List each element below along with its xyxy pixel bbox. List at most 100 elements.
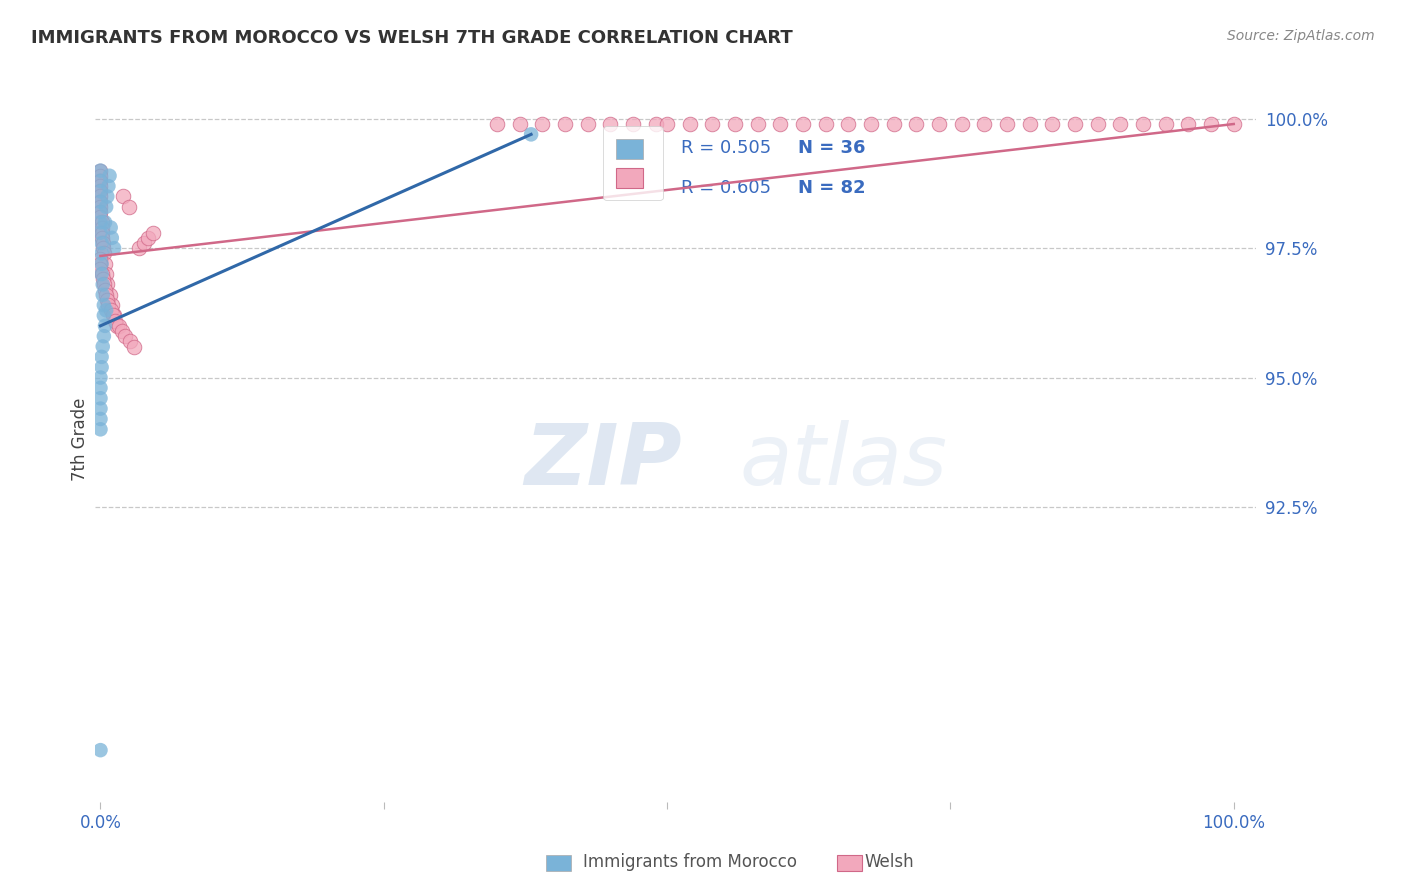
Point: [90, 257, 112, 271]
Point: [89, 226, 111, 240]
Point: [96, 293, 118, 307]
Point: [90, 235, 112, 250]
Point: [96, 189, 118, 203]
Point: [89, 189, 111, 203]
Point: [93, 309, 115, 323]
Text: IMMIGRANTS FROM MOROCCO VS WELSH 7TH GRADE CORRELATION CHART: IMMIGRANTS FROM MOROCCO VS WELSH 7TH GRA…: [31, 29, 793, 46]
Point: [89, 163, 111, 178]
Point: [104, 313, 127, 327]
Point: [509, 117, 531, 131]
Point: [100, 303, 122, 318]
Point: [96, 277, 118, 292]
Point: [90, 226, 112, 240]
Point: [91, 277, 114, 292]
Point: [89, 252, 111, 266]
Point: [89, 179, 111, 194]
Point: [94, 318, 117, 333]
Point: [928, 117, 950, 131]
Point: [93, 246, 115, 260]
Point: [89, 194, 111, 209]
Point: [89, 174, 111, 188]
Point: [905, 117, 928, 131]
Point: [486, 117, 509, 131]
Point: [679, 117, 702, 131]
Y-axis label: 7th Grade: 7th Grade: [72, 398, 89, 482]
Point: [94, 267, 117, 281]
Point: [89, 412, 111, 426]
Legend: , : ,: [603, 127, 662, 201]
Point: [101, 231, 124, 245]
Point: [1064, 117, 1087, 131]
Point: [91, 339, 114, 353]
Point: [644, 117, 666, 131]
Point: [860, 117, 883, 131]
Point: [90, 360, 112, 375]
Point: [98, 287, 121, 301]
Point: [90, 267, 112, 281]
Point: [1109, 117, 1132, 131]
Point: [973, 117, 995, 131]
Point: [97, 298, 120, 312]
Point: [112, 189, 135, 203]
Point: [950, 117, 973, 131]
Point: [132, 235, 155, 250]
Point: [747, 117, 769, 131]
Point: [101, 298, 124, 312]
Point: [91, 241, 114, 255]
Point: [599, 117, 621, 131]
Point: [531, 117, 554, 131]
Point: [576, 117, 599, 131]
Point: [89, 200, 111, 214]
Point: [90, 350, 112, 364]
Point: [94, 303, 117, 318]
Point: [1018, 117, 1040, 131]
Point: [90, 246, 112, 260]
Point: [702, 117, 724, 131]
Point: [89, 257, 111, 271]
Point: [94, 257, 117, 271]
Point: [1042, 117, 1064, 131]
Text: atlas: atlas: [740, 420, 948, 503]
Point: [90, 231, 112, 245]
Point: [724, 117, 747, 131]
Point: [89, 370, 111, 384]
Point: [100, 220, 122, 235]
Point: [1087, 117, 1109, 131]
Point: [837, 117, 859, 131]
Point: [769, 117, 792, 131]
Point: [89, 422, 111, 436]
Point: [89, 205, 111, 219]
Point: [103, 241, 125, 255]
Point: [89, 194, 111, 209]
Point: [792, 117, 814, 131]
Point: [1132, 117, 1154, 131]
Point: [93, 329, 115, 343]
Point: [90, 267, 112, 281]
Point: [90, 220, 112, 235]
Point: [94, 215, 117, 229]
Point: [118, 200, 141, 214]
Text: Immigrants from Morocco: Immigrants from Morocco: [583, 853, 797, 871]
Point: [94, 200, 117, 214]
Point: [621, 117, 644, 131]
Point: [91, 287, 114, 301]
Point: [93, 277, 115, 292]
Point: [107, 318, 129, 333]
Point: [814, 117, 837, 131]
Point: [97, 179, 120, 194]
Point: [1154, 117, 1177, 131]
Point: [1199, 117, 1222, 131]
Point: [89, 174, 111, 188]
Point: [89, 401, 111, 416]
Point: [883, 117, 905, 131]
Point: [98, 169, 121, 183]
Point: [655, 117, 678, 131]
Text: N = 82: N = 82: [797, 179, 865, 197]
Point: [89, 184, 111, 198]
Point: [94, 283, 117, 297]
Point: [89, 743, 111, 757]
Point: [142, 226, 165, 240]
Text: R = 0.505: R = 0.505: [682, 139, 772, 157]
Point: [107, 318, 129, 333]
Point: [89, 261, 111, 276]
